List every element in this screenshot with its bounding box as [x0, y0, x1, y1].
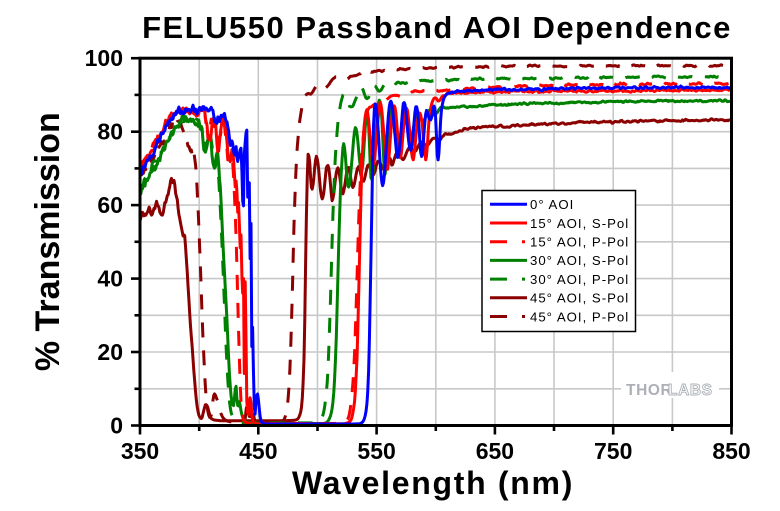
svg-text:20: 20 — [97, 339, 123, 365]
svg-text:FELU550 Passband AOI Dependenc: FELU550 Passband AOI Dependence — [142, 10, 732, 45]
svg-text:650: 650 — [476, 438, 514, 464]
svg-text:LABS: LABS — [668, 382, 713, 399]
svg-text:% Transmission: % Transmission — [29, 112, 67, 371]
svg-text:750: 750 — [594, 438, 632, 464]
svg-text:40: 40 — [97, 266, 123, 292]
svg-text:850: 850 — [712, 438, 750, 464]
svg-text:15° AOI, S-Pol: 15° AOI, S-Pol — [530, 216, 629, 231]
svg-text:80: 80 — [97, 119, 123, 145]
svg-text:0: 0 — [110, 413, 123, 439]
svg-text:15° AOI, P-Pol: 15° AOI, P-Pol — [530, 235, 629, 250]
svg-text:THOR: THOR — [626, 382, 672, 399]
svg-text:30° AOI, P-Pol: 30° AOI, P-Pol — [530, 272, 629, 287]
svg-text:Wavelength (nm): Wavelength (nm) — [292, 465, 574, 501]
svg-text:45° AOI, P-Pol: 45° AOI, P-Pol — [530, 309, 629, 324]
svg-text:45° AOI, S-Pol: 45° AOI, S-Pol — [530, 291, 629, 306]
svg-text:350: 350 — [121, 438, 159, 464]
svg-text:550: 550 — [357, 438, 395, 464]
svg-text:450: 450 — [239, 438, 277, 464]
svg-text:100: 100 — [85, 45, 123, 71]
svg-text:0° AOI: 0° AOI — [530, 197, 574, 212]
svg-text:30° AOI, S-Pol: 30° AOI, S-Pol — [530, 253, 629, 268]
svg-text:60: 60 — [97, 192, 123, 218]
